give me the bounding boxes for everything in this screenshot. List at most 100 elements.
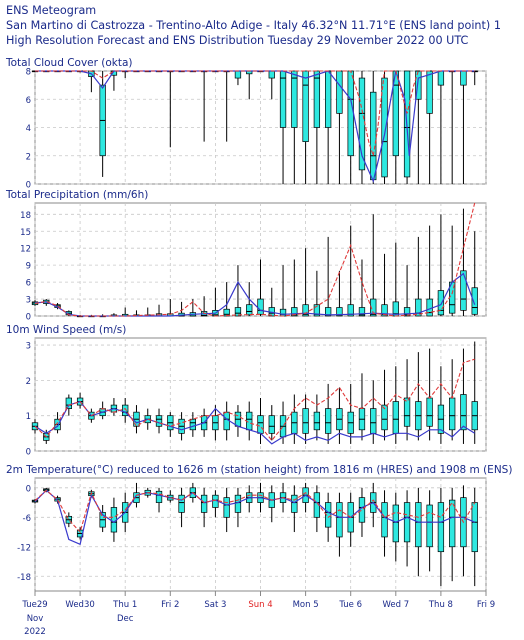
x-month-label: 2022 — [24, 627, 46, 637]
box-iqr — [178, 494, 185, 513]
box-iqr — [460, 270, 467, 311]
box-iqr — [279, 70, 287, 128]
box-iqr — [336, 502, 343, 538]
box-iqr — [471, 287, 478, 315]
y-tick-label: 9 — [26, 262, 31, 272]
box-iqr — [291, 307, 298, 317]
x-tick-label: Sun 4 — [248, 600, 272, 610]
box-iqr — [65, 397, 72, 409]
box-iqr — [347, 70, 354, 157]
box-iqr — [336, 70, 343, 114]
box-iqr — [347, 304, 354, 317]
box-iqr — [155, 490, 163, 503]
box-iqr — [291, 70, 298, 128]
y-tick-label: 3 — [26, 296, 31, 306]
y-tick-label: 0 — [26, 181, 31, 191]
box-iqr — [234, 307, 242, 317]
y-tick-label: 2 — [26, 152, 31, 162]
box-iqr — [426, 504, 433, 548]
y-tick-label: 6 — [26, 96, 31, 106]
box-iqr — [471, 502, 478, 553]
box-iqr — [381, 304, 388, 317]
y-tick-label: 6 — [26, 279, 31, 289]
box-iqr — [200, 494, 208, 513]
box-iqr — [268, 70, 275, 79]
forecast-subtitle: High Resolution Forecast and ENS Distrib… — [6, 34, 469, 47]
box-iqr — [155, 415, 163, 427]
x-tick-label: Wed 7 — [382, 600, 409, 610]
panel-title: Total Precipitation (mm/6h) — [5, 189, 148, 201]
box-iqr — [223, 497, 230, 518]
box-iqr — [336, 307, 343, 317]
x-month-label: Nov — [27, 614, 44, 624]
x-tick-label: Thu 8 — [428, 600, 453, 610]
y-tick-label: 18 — [20, 211, 31, 221]
panel-title: Total Cloud Cover (okta) — [5, 57, 133, 69]
y-tick-label: 3 — [26, 342, 31, 352]
box-iqr — [426, 397, 433, 427]
ens-median-line — [34, 489, 475, 546]
x-tick-label: Mon 5 — [293, 600, 319, 610]
box-iqr — [392, 504, 399, 543]
x-tick-label: Thu 1 — [112, 600, 137, 610]
ens-median-line — [34, 272, 476, 317]
box-iqr — [313, 411, 321, 431]
panel-title: 2m Temperature(°C) reduced to 1626 m (st… — [6, 464, 512, 476]
box-iqr — [189, 418, 197, 431]
panel-title: 10m Wind Speed (m/s) — [6, 324, 126, 336]
location-line: San Martino di Castrozza - Trentino-Alto… — [6, 19, 501, 32]
box-iqr — [381, 502, 388, 538]
box-iqr — [426, 298, 433, 317]
box-iqr — [325, 408, 332, 434]
box-iqr — [257, 298, 264, 315]
box-iqr — [325, 70, 332, 128]
y-tick-label: 0 — [26, 448, 31, 458]
hres-line — [34, 489, 476, 534]
box-iqr — [370, 298, 377, 317]
x-tick-label: Tue 6 — [338, 600, 362, 610]
box-iqr — [313, 304, 321, 317]
y-tick-label: 2 — [26, 377, 31, 387]
box-iqr — [437, 290, 445, 316]
y-tick-label: 0 — [26, 313, 31, 323]
x-month-label: Dec — [117, 614, 134, 624]
y-tick-label: 4 — [26, 124, 31, 134]
hres-line — [34, 202, 476, 317]
box-iqr — [449, 397, 456, 431]
box-iqr — [437, 502, 445, 553]
y-tick-label: 12 — [20, 245, 31, 255]
box-iqr — [268, 415, 275, 434]
y-tick-label: -12 — [17, 543, 31, 553]
box-iqr — [234, 70, 242, 79]
y-tick-label: 15 — [20, 228, 31, 238]
box-iqr — [415, 502, 422, 548]
box-iqr — [358, 307, 366, 317]
box-iqr — [302, 70, 309, 142]
box-iqr — [302, 408, 309, 434]
box-iqr — [381, 404, 388, 431]
box-iqr — [460, 70, 467, 86]
box-iqr — [403, 502, 411, 543]
box-iqr — [122, 404, 129, 417]
box-iqr — [415, 298, 422, 317]
meteogram-header: ENS Meteogram San Martino di Castrozza -… — [6, 3, 501, 48]
box-iqr — [403, 397, 411, 427]
box-iqr — [246, 304, 253, 316]
box-iqr — [381, 77, 388, 178]
y-tick-label: 1 — [26, 412, 31, 422]
box-iqr — [302, 304, 309, 317]
y-tick-label: 0 — [26, 484, 31, 494]
box-iqr — [313, 70, 321, 128]
box-iqr — [426, 70, 433, 114]
box-iqr — [392, 401, 399, 434]
box-iqr — [449, 499, 456, 548]
x-tick-label: Sat 3 — [204, 600, 226, 610]
hres-line — [34, 358, 475, 442]
x-tick-label: Fri 2 — [161, 600, 179, 610]
box-iqr — [460, 394, 467, 431]
box-iqr — [291, 494, 298, 513]
box-iqr — [370, 91, 377, 181]
box-iqr — [325, 307, 332, 317]
x-tick-label: Wed30 — [65, 600, 94, 610]
hres-line — [35, 70, 475, 156]
